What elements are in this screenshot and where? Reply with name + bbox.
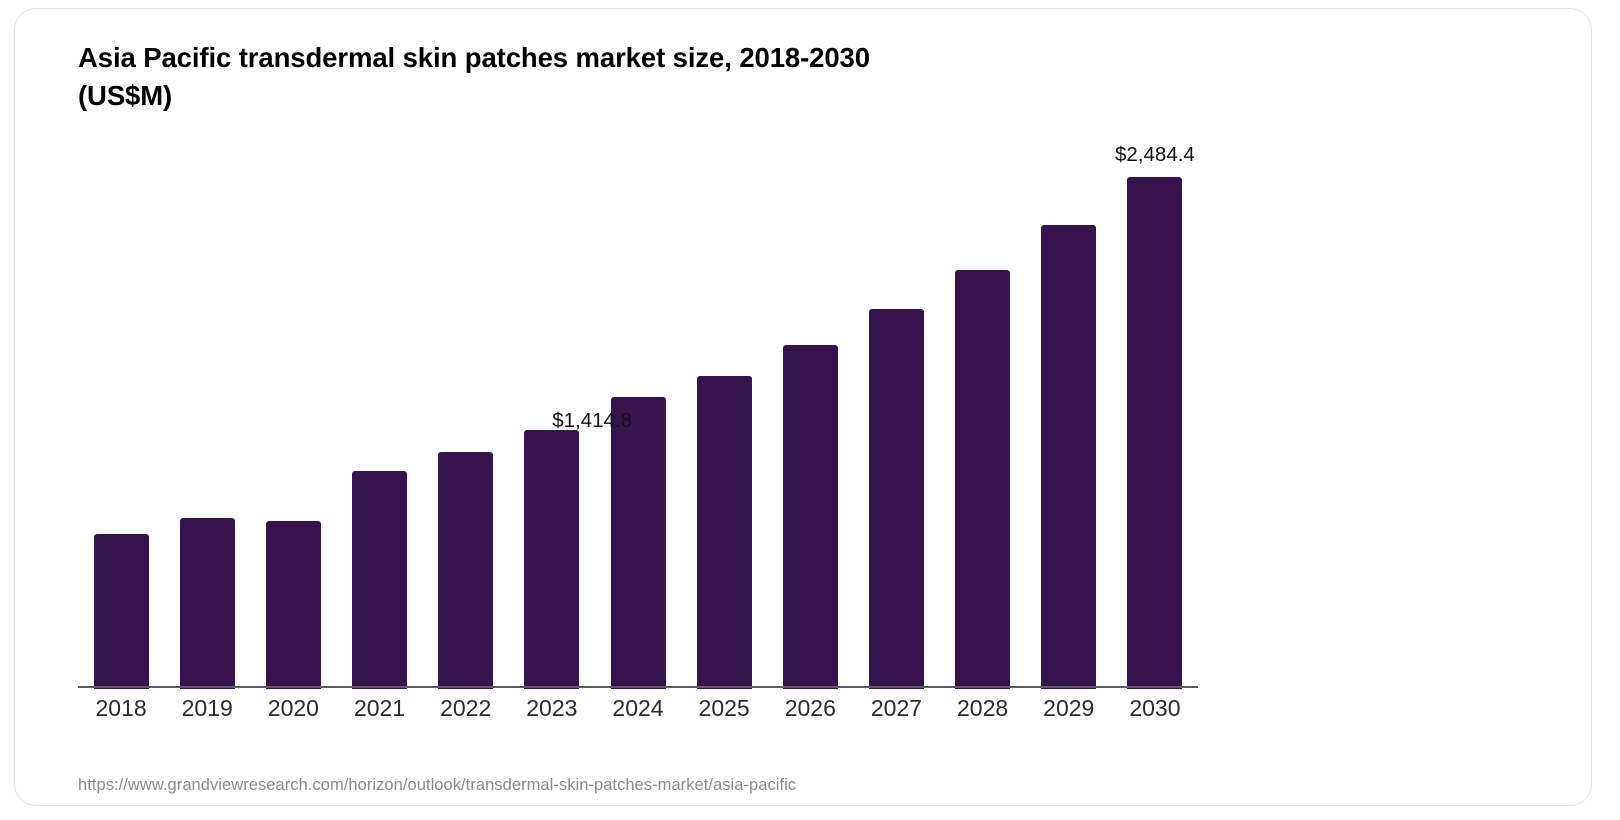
bar-series: $1,414.8 $2,484.4 [78,129,1198,689]
bar-2025[interactable] [696,129,752,689]
chart-card: Asia Pacific transdermal skin patches ma… [14,8,1592,806]
x-tick-2021: 2021 [353,695,406,721]
bar-rect-2029[interactable] [1041,225,1097,689]
x-axis-tick-labels: 2018 2019 2020 2021 2022 2023 2024 2025 2026 2027… [78,695,1198,735]
bar-rect-2028[interactable] [955,270,1011,689]
x-tick-2024: 2024 [612,695,664,721]
x-tick-2025: 2025 [698,695,750,721]
bar-rect-2020[interactable] [265,520,321,689]
x-tick-2019: 2019 [181,695,233,721]
x-tick-2018: 2018 [95,695,147,721]
bar-rect-2023[interactable] [524,429,580,689]
x-tick-2026: 2026 [784,695,836,721]
bar-rect-2019[interactable] [179,517,235,689]
bar-rect-2030[interactable] [1127,177,1183,689]
bar-rect-2027[interactable] [868,309,924,689]
plot-area: $1,414.8 $2,484.4 [78,129,1198,689]
bar-rect-2021[interactable] [352,470,408,689]
bar-2024[interactable]: $1,414.8 [552,129,666,689]
bar-rect-2024[interactable] [610,397,666,689]
x-tick-2030: 2030 [1129,695,1181,721]
bar-2029[interactable] [1041,129,1097,689]
bar-rect-2025[interactable] [696,376,752,689]
bar-2020[interactable] [265,129,321,689]
bar-2030[interactable]: $2,484.4 [1115,129,1195,689]
bar-value-label-2024: $1,414.8 [552,409,632,433]
x-axis-line [78,686,1198,688]
bar-rect-2022[interactable] [438,451,494,689]
chart-title: Asia Pacific transdermal skin patches ma… [78,42,870,111]
bar-rect-2026[interactable] [782,345,838,689]
bar-2026[interactable] [782,129,838,689]
x-tick-2027: 2027 [870,695,923,721]
x-tick-2020: 2020 [267,695,319,721]
source-url-link[interactable]: https://www.grandviewresearch.com/horizo… [78,776,797,794]
bar-2028[interactable] [955,129,1011,689]
x-tick-2022: 2022 [440,695,492,721]
bar-2019[interactable] [179,129,235,689]
bar-2023[interactable] [524,129,580,689]
x-tick-2029: 2029 [1043,695,1095,721]
bar-value-label-2030: $2,484.4 [1115,143,1195,166]
bar-2022[interactable] [438,129,494,689]
x-tick-2028: 2028 [957,695,1009,721]
bar-2018[interactable] [93,129,149,689]
bar-rect-2018[interactable] [93,533,149,689]
bar-2027[interactable] [868,129,924,689]
x-tick-2023: 2023 [526,695,578,721]
bar-2021[interactable] [352,129,408,689]
